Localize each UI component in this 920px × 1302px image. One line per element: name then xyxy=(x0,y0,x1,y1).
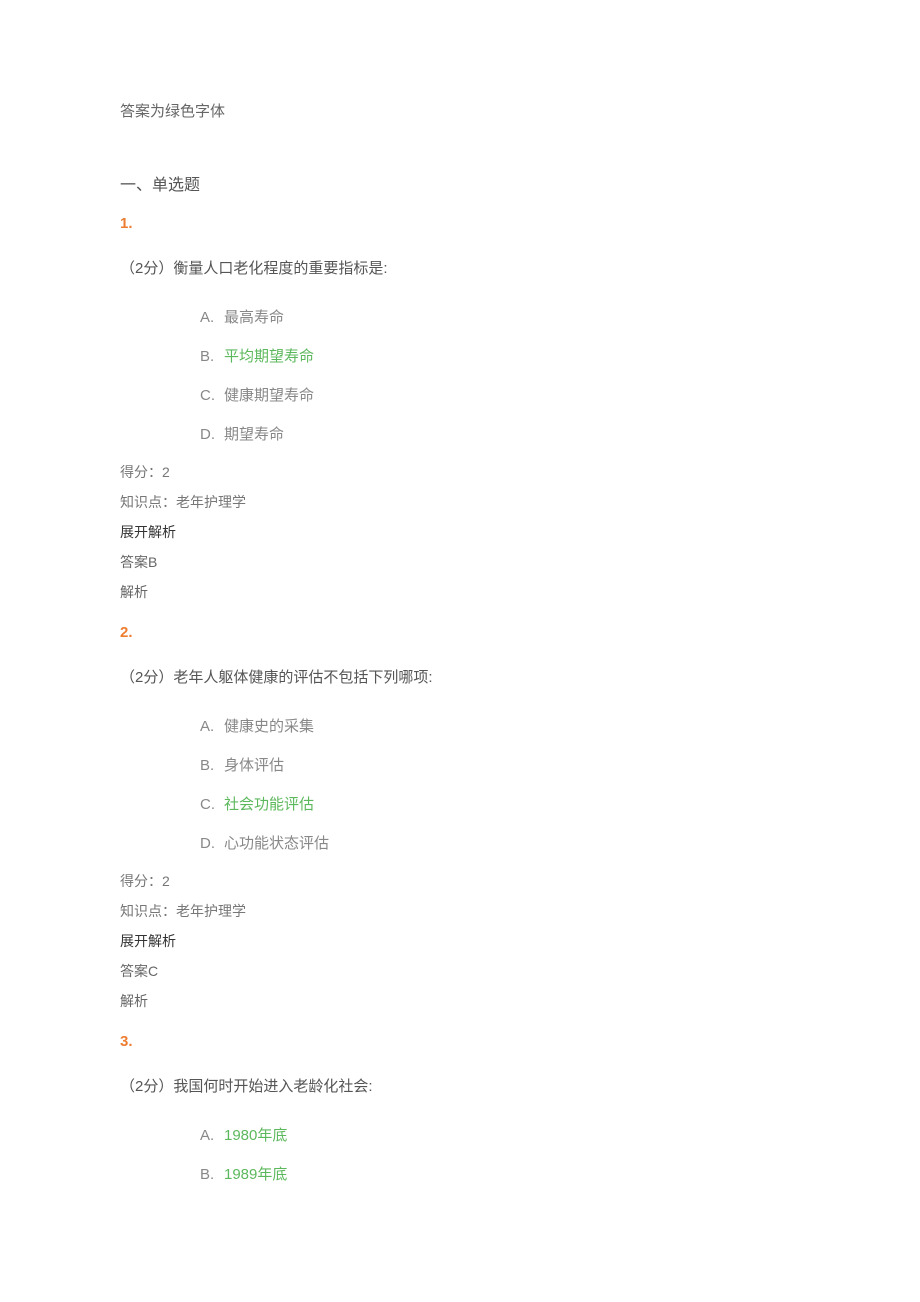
knowledge-line: 知识点：老年护理学 xyxy=(120,901,800,921)
question-number: 3. xyxy=(120,1033,800,1050)
option-letter: D. xyxy=(200,835,224,852)
answer-line: 答案C xyxy=(120,961,800,981)
option-letter: C. xyxy=(200,387,224,404)
option-letter: D. xyxy=(200,426,224,443)
section-title: 一、单选题 xyxy=(120,171,800,195)
question-stem: （2分）我国何时开始进入老龄化社会: xyxy=(120,1075,460,1099)
option-row: C.健康期望寿命 xyxy=(200,384,800,405)
answer-line: 答案B xyxy=(120,552,800,572)
option-row: A.最高寿命 xyxy=(200,306,800,327)
option-row: D.期望寿命 xyxy=(200,423,800,444)
knowledge-line: 知识点：老年护理学 xyxy=(120,492,800,512)
option-text: 健康史的采集 xyxy=(224,715,314,736)
option-text: 平均期望寿命 xyxy=(224,345,314,366)
questions-container: 1.（2分）衡量人口老化程度的重要指标是:A.最高寿命B.平均期望寿命C.健康期… xyxy=(120,215,800,1184)
option-text: 社会功能评估 xyxy=(224,793,314,814)
option-row: C.社会功能评估 xyxy=(200,793,800,814)
options-list: A.1980年底 B.1989年底 xyxy=(200,1124,800,1184)
option-text: 身体评估 xyxy=(224,754,284,775)
option-text: 最高寿命 xyxy=(224,306,284,327)
question-stem: （2分）衡量人口老化程度的重要指标是: xyxy=(120,257,460,281)
question-number: 2. xyxy=(120,624,800,641)
expand-analysis-link[interactable]: 展开解析 xyxy=(120,931,800,951)
option-row: B.1989年底 xyxy=(200,1163,800,1184)
option-text: 心功能状态评估 xyxy=(224,832,329,853)
question-number: 1. xyxy=(120,215,800,232)
option-row: B.平均期望寿命 xyxy=(200,345,800,366)
analysis-line: 解析 xyxy=(120,582,800,602)
option-letter: B. xyxy=(200,757,224,774)
score-line: 得分：2 xyxy=(120,462,800,482)
score-line: 得分：2 xyxy=(120,871,800,891)
option-text: 期望寿命 xyxy=(224,423,284,444)
option-letter: A. xyxy=(200,1127,224,1144)
option-text: 健康期望寿命 xyxy=(224,384,314,405)
option-letter: C. xyxy=(200,796,224,813)
analysis-line: 解析 xyxy=(120,991,800,1011)
question-stem: （2分）老年人躯体健康的评估不包括下列哪项: xyxy=(120,666,460,690)
option-letter: A. xyxy=(200,309,224,326)
option-row: A.健康史的采集 xyxy=(200,715,800,736)
option-row: A.1980年底 xyxy=(200,1124,800,1145)
option-row: B.身体评估 xyxy=(200,754,800,775)
option-text: 1980年底 xyxy=(224,1124,287,1145)
options-list: A.最高寿命 B.平均期望寿命 C.健康期望寿命 D.期望寿命 xyxy=(200,306,800,444)
expand-analysis-link[interactable]: 展开解析 xyxy=(120,522,800,542)
header-note: 答案为绿色字体 xyxy=(120,100,800,121)
option-row: D.心功能状态评估 xyxy=(200,832,800,853)
options-list: A.健康史的采集 B.身体评估 C.社会功能评估 D.心功能状态评估 xyxy=(200,715,800,853)
option-letter: B. xyxy=(200,1166,224,1183)
option-letter: A. xyxy=(200,718,224,735)
option-text: 1989年底 xyxy=(224,1163,287,1184)
option-letter: B. xyxy=(200,348,224,365)
